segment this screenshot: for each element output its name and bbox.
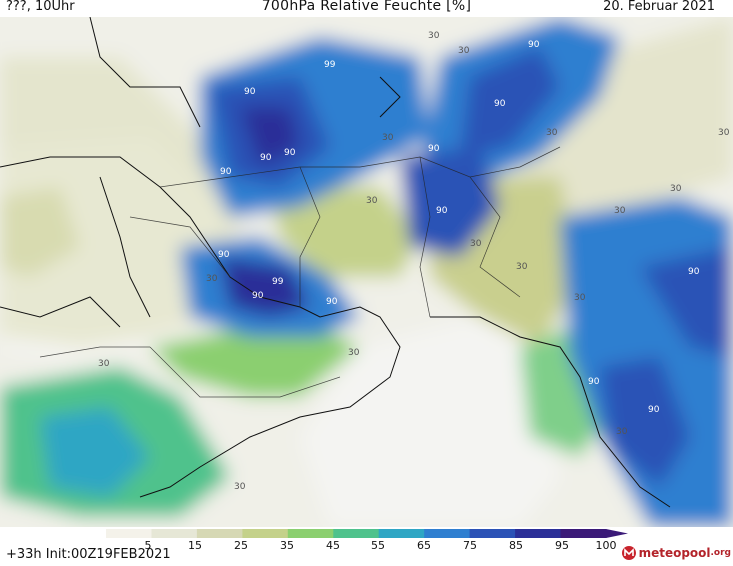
contour-label: 90	[326, 297, 338, 307]
contour-label: 99	[324, 60, 336, 70]
contour-label: 30	[516, 262, 528, 272]
legend-color-swatch	[424, 529, 471, 538]
humidity-map: 90 99 90 90 90 90 90 90 90 30 30 30 30 3…	[0, 17, 733, 527]
humidity-field	[0, 17, 733, 527]
legend-tick: 65	[417, 539, 431, 552]
legend-color-swatch	[333, 529, 380, 538]
legend-tick: 100	[595, 539, 617, 552]
contour-label: 30	[348, 348, 360, 358]
legend-color-swatch	[469, 529, 516, 538]
contour-label: 30	[428, 31, 440, 41]
contour-label: 90	[588, 377, 600, 387]
contour-label: 90	[252, 291, 264, 301]
contour-label: 30	[206, 274, 218, 284]
contour-label: 30	[718, 128, 730, 138]
forecast-info: +33h Init:00Z19FEB2021	[6, 547, 171, 562]
legend-tick: 25	[234, 539, 248, 552]
legend-tick: 55	[371, 539, 385, 552]
contour-label: 30	[574, 293, 586, 303]
legend-color-swatch	[560, 529, 607, 538]
contour-label: 30	[546, 128, 558, 138]
borders	[39, 146, 561, 398]
contour-label: 90	[244, 87, 256, 97]
contour-label: 90	[494, 99, 506, 109]
contour-label: 30	[470, 239, 482, 249]
legend-color-swatch	[378, 529, 425, 538]
contour-label: 90	[284, 148, 296, 158]
legend-tick: 35	[280, 539, 294, 552]
legend-tick: 75	[463, 539, 477, 552]
forecast-date: 20. Februar 2021	[603, 0, 715, 14]
legend-color-swatch	[287, 529, 334, 538]
contour-label: 30	[382, 133, 394, 143]
contour-label: 30	[670, 184, 682, 194]
legend-end-arrow	[606, 529, 628, 538]
legend-tick: 15	[188, 539, 202, 552]
contour-label: 90	[218, 250, 230, 260]
legend-color-swatch	[151, 529, 198, 538]
contour-label: 30	[616, 427, 628, 437]
meteopool-logo[interactable]: meteopool .org	[621, 545, 731, 561]
contour-label: 90	[648, 405, 660, 415]
map-title: 700hPa Relative Feuchte [%]	[261, 0, 472, 14]
legend-color-swatch	[196, 529, 243, 538]
contour-label: 30	[614, 206, 626, 216]
logo-icon	[621, 546, 636, 560]
contour-label: 90	[428, 144, 440, 154]
contour-label: 30	[98, 359, 110, 369]
legend-tick: 85	[509, 539, 523, 552]
logo-suffix: .org	[710, 548, 731, 558]
legend-tick: 5	[144, 539, 152, 552]
run-label: ???, 10Uhr	[6, 0, 75, 14]
contour-label: 90	[436, 206, 448, 216]
contour-label: 30	[458, 46, 470, 56]
legend-tick: 95	[555, 539, 569, 552]
legend-color-swatch	[515, 529, 562, 538]
coastlines	[0, 17, 671, 508]
legend-color-swatch	[242, 529, 289, 538]
contour-label: 30	[234, 482, 246, 492]
logo-text: meteopool	[638, 546, 711, 560]
contour-label: 90	[220, 167, 232, 177]
contour-label: 30	[366, 196, 378, 206]
contour-label: 90	[528, 40, 540, 50]
contour-labels: 90 99 90 90 90 90 90 90 90 30 30 30 30 3…	[98, 31, 730, 492]
contour-label: 90	[688, 267, 700, 277]
color-scale-bar	[106, 529, 628, 538]
legend-tick: 45	[326, 539, 340, 552]
contour-label: 99	[272, 277, 284, 287]
contour-label: 90	[260, 153, 272, 163]
legend-color-swatch	[106, 529, 152, 538]
